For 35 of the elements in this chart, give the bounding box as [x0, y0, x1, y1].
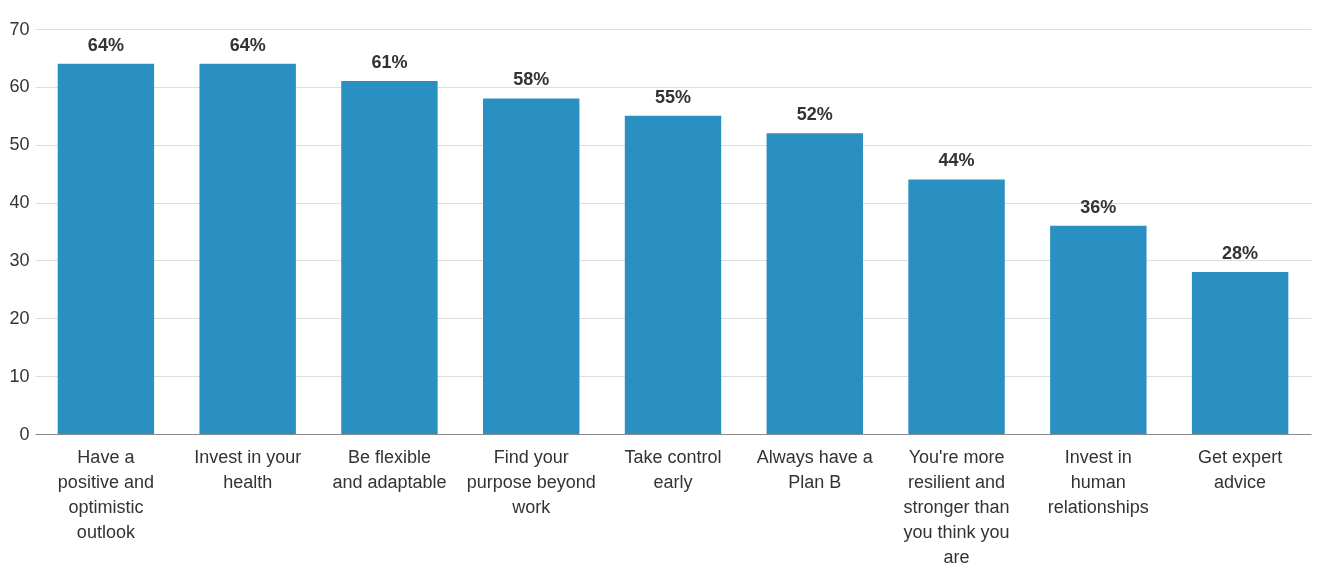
data-label: 36% — [1080, 196, 1117, 217]
x-tick-label: Find your purpose beyond work — [466, 446, 596, 517]
y-tick-label: 50 — [9, 134, 30, 155]
x-tick-label: Invest in human relationships — [1047, 446, 1149, 517]
data-label: 58% — [513, 69, 550, 90]
y-tick-label: 20 — [9, 307, 30, 328]
y-tick-label: 0 — [19, 423, 30, 444]
x-tick-label: You're more resilient and stronger than you think you are — [903, 446, 1010, 567]
bar — [341, 81, 438, 434]
y-tick-label: 60 — [9, 76, 30, 97]
bar — [766, 133, 863, 434]
data-label: 64% — [229, 34, 266, 55]
y-tick-label: 70 — [9, 18, 30, 39]
y-tick-label: 30 — [9, 249, 30, 270]
bar — [1191, 272, 1289, 434]
x-tick-label: Get expert advice — [1198, 446, 1283, 492]
bar — [1050, 225, 1147, 434]
data-label: 55% — [654, 86, 692, 107]
y-tick-label: 10 — [9, 365, 30, 386]
bar — [624, 115, 722, 434]
x-tick-label: Have a positive and optimistic outlook — [57, 446, 154, 542]
x-tick-label: Be flexible and adaptable — [332, 446, 447, 492]
bar — [483, 98, 580, 434]
data-label: 64% — [87, 34, 124, 55]
x-tick-label: Always have a Plan B — [756, 446, 874, 492]
bar — [199, 63, 296, 434]
data-label: 52% — [796, 104, 833, 125]
bar — [57, 63, 155, 434]
x-tick-label: Invest in your health — [194, 446, 302, 492]
data-label: 44% — [938, 150, 975, 171]
x-tick-label: Take control early — [624, 446, 722, 492]
data-label: 61% — [371, 52, 408, 73]
data-label: 28% — [1222, 243, 1259, 263]
bar — [908, 179, 1005, 434]
y-tick-label: 40 — [9, 192, 30, 213]
